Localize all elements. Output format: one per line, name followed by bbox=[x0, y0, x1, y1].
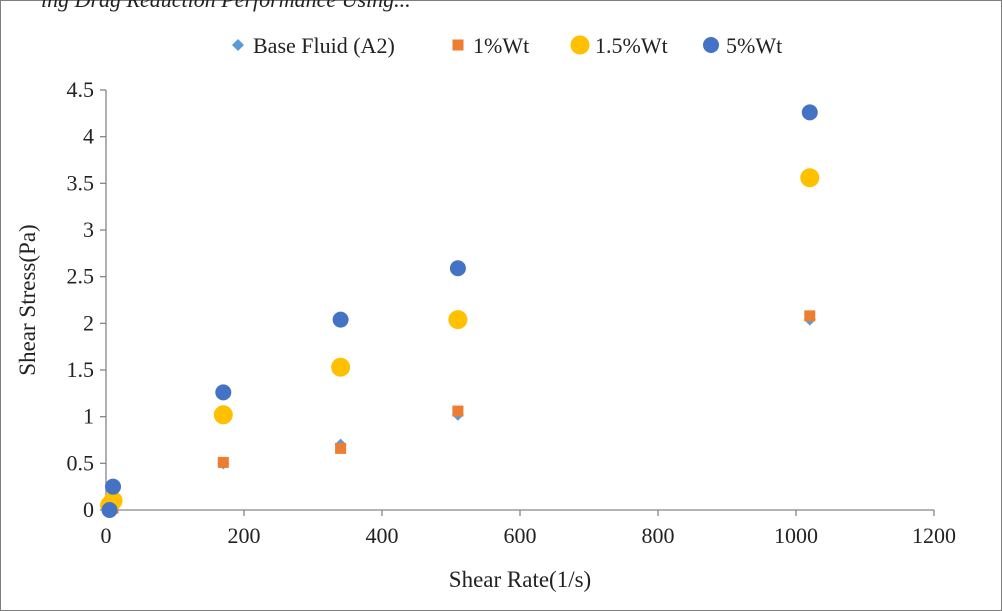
y-tick-label: 3.5 bbox=[67, 170, 95, 195]
y-tick-label: 4.5 bbox=[67, 77, 95, 102]
x-tick-label: 200 bbox=[228, 523, 261, 548]
series-1 bbox=[104, 310, 816, 516]
y-tick-label: 1 bbox=[83, 404, 94, 429]
data-point bbox=[215, 384, 232, 401]
x-tick-label: 800 bbox=[642, 523, 675, 548]
cropped-heading: ing Drag Reduction Performance Using... bbox=[41, 0, 411, 13]
x-tick-label: 1000 bbox=[774, 523, 818, 548]
data-point bbox=[448, 310, 468, 330]
series-2 bbox=[100, 168, 820, 515]
y-tick-label: 0.5 bbox=[67, 450, 95, 475]
y-tick-label: 2.5 bbox=[67, 264, 95, 289]
y-tick-label: 1.5 bbox=[67, 357, 95, 382]
data-point bbox=[335, 442, 347, 454]
data-point bbox=[452, 405, 464, 417]
legend-marker bbox=[232, 39, 244, 51]
data-point bbox=[800, 168, 820, 188]
data-point bbox=[213, 405, 233, 425]
data-point bbox=[801, 104, 818, 121]
legend-marker bbox=[570, 35, 590, 55]
data-point bbox=[331, 357, 351, 377]
series-3 bbox=[101, 104, 818, 518]
legend-marker bbox=[703, 37, 719, 53]
y-tick-label: 0 bbox=[83, 497, 94, 522]
data-point bbox=[105, 478, 122, 495]
data-point bbox=[804, 310, 816, 322]
y-tick-label: 3 bbox=[83, 217, 94, 242]
data-point bbox=[101, 502, 118, 518]
legend-label: 1%Wt bbox=[473, 33, 529, 58]
x-axis-ticks: 0 200 400 600 800 1000 1200 bbox=[101, 510, 956, 548]
x-tick-label: 0 bbox=[101, 523, 112, 548]
legend-marker bbox=[452, 39, 464, 51]
y-axis-ticks: 0 0.5 1 1.5 2 2.5 3 3.5 4 4.5 bbox=[67, 77, 106, 522]
x-axis-label: Shear Rate(1/s) bbox=[449, 567, 591, 592]
axes bbox=[105, 90, 934, 511]
x-tick-label: 400 bbox=[366, 523, 399, 548]
y-axis-label: Shear Stress(Pa) bbox=[15, 224, 40, 375]
x-tick-label: 1200 bbox=[912, 523, 956, 548]
legend: Base Fluid (A2) 1%Wt 1.5%Wt 5%Wt bbox=[232, 33, 782, 58]
legend-label: Base Fluid (A2) bbox=[253, 33, 395, 58]
data-points bbox=[100, 104, 820, 518]
legend-label: 1.5%Wt bbox=[595, 33, 668, 58]
legend-label: 5%Wt bbox=[726, 33, 782, 58]
data-point bbox=[332, 311, 349, 328]
y-tick-label: 2 bbox=[83, 310, 94, 335]
y-tick-label: 4 bbox=[83, 124, 94, 149]
data-point bbox=[449, 260, 466, 277]
data-point bbox=[217, 456, 229, 468]
x-tick-label: 600 bbox=[504, 523, 537, 548]
